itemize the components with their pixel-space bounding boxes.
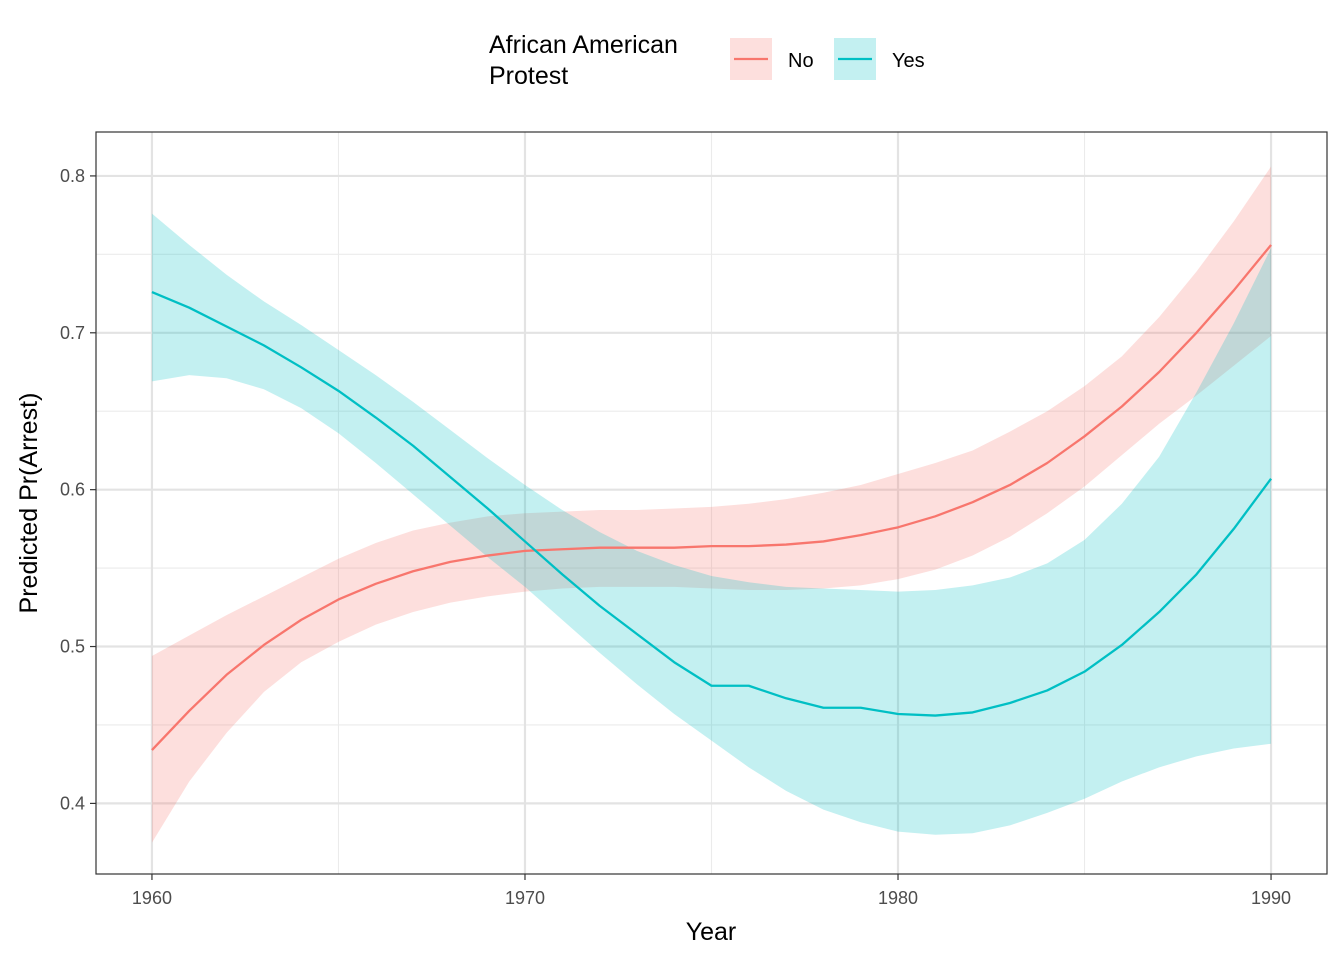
y-tick-label: 0.8	[60, 166, 85, 186]
series-lines	[151, 244, 1272, 751]
series-line-no	[151, 244, 1272, 751]
legend-title: African American Protest	[489, 31, 685, 90]
plot-panel	[95, 131, 1328, 875]
grid-minor	[96, 132, 1327, 874]
y-tick-label: 0.6	[60, 480, 85, 500]
x-axis: 1960 1970 1980 1990	[132, 874, 1291, 908]
y-tick-label: 0.5	[60, 637, 85, 657]
legend-title-line-2: Protest	[489, 62, 568, 90]
x-tick-label: 1960	[132, 888, 172, 908]
legend: African American Protest No Yes	[489, 31, 925, 90]
x-tick-label: 1970	[505, 888, 545, 908]
legend-label-yes: Yes	[892, 50, 925, 72]
x-axis-title: Year	[686, 918, 737, 946]
x-tick-label: 1990	[1251, 888, 1291, 908]
y-tick-label: 0.7	[60, 323, 85, 343]
y-axis-title: Predicted Pr(Arrest)	[15, 393, 43, 614]
panel-border	[95, 131, 1328, 875]
x-tick-label: 1980	[878, 888, 918, 908]
series-line-yes	[151, 290, 1272, 717]
legend-title-line-1: African American	[489, 31, 678, 59]
y-axis: 0.4 0.5 0.6 0.7 0.8	[60, 166, 96, 813]
legend-keys: No Yes	[730, 38, 925, 80]
confidence-ribbons	[151, 166, 1272, 843]
grid-major	[96, 132, 1327, 874]
legend-label-no: No	[788, 50, 814, 72]
y-tick-label: 0.4	[60, 793, 85, 813]
ribbon-no	[151, 166, 1272, 843]
ribbon-yes	[151, 213, 1272, 835]
